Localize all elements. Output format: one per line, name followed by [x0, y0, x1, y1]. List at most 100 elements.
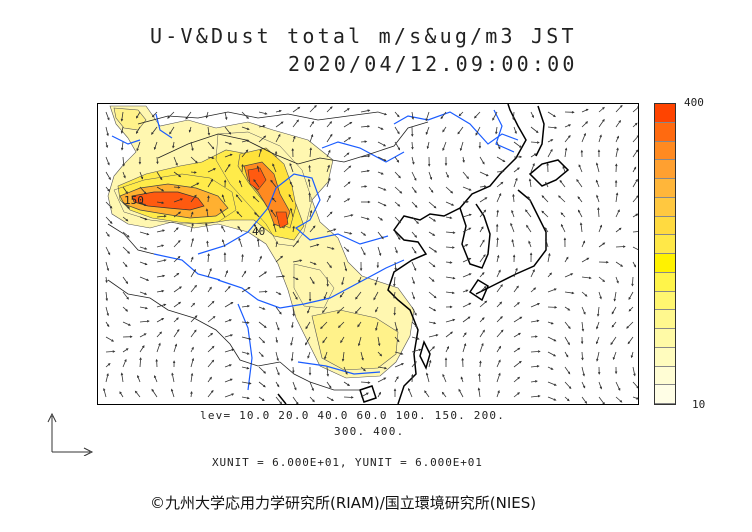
colorbar	[654, 103, 676, 405]
wind-vector	[224, 364, 232, 368]
wind-vector	[513, 392, 520, 398]
wind-vector-head	[559, 179, 563, 183]
wind-vector	[460, 141, 464, 151]
wind-vector-head	[433, 321, 437, 325]
wind-vector-head	[424, 390, 427, 394]
wind-vector-head	[395, 250, 398, 254]
wind-vector-head	[316, 243, 320, 247]
wind-vector	[307, 351, 311, 359]
wind-vector	[241, 139, 249, 143]
wind-vector	[105, 261, 109, 271]
wind-vector-head	[512, 193, 515, 197]
wind-vector-head	[496, 237, 499, 241]
wind-vector-head	[247, 287, 251, 290]
wind-vector	[190, 238, 194, 248]
wind-vector	[411, 276, 415, 284]
wind-vector	[530, 380, 538, 383]
wind-vector	[411, 171, 417, 181]
wind-vector	[219, 209, 226, 218]
wind-vector	[479, 317, 485, 323]
wind-vector-head	[450, 190, 454, 194]
wind-vector	[462, 227, 471, 233]
wind-vector	[139, 216, 147, 220]
wind-vector-head	[622, 245, 626, 248]
wind-vector	[105, 306, 109, 316]
wind-vector-head	[178, 174, 182, 178]
wind-vector-head	[299, 259, 303, 262]
wind-vector-head	[361, 357, 364, 361]
wind-vector	[628, 291, 634, 300]
wind-vector	[190, 373, 193, 383]
wind-vector-head	[411, 134, 414, 137]
wind-vector	[156, 201, 164, 204]
wind-vector-head	[510, 222, 513, 226]
wind-vector	[530, 141, 539, 143]
wind-vector-head	[161, 289, 165, 293]
wind-vector-head	[519, 145, 522, 148]
wind-vector	[258, 321, 267, 328]
wind-vector	[258, 135, 266, 143]
wind-vector-head	[295, 297, 298, 300]
wind-vector-head	[515, 177, 518, 181]
wind-vector	[105, 201, 113, 209]
wind-vector	[360, 170, 370, 173]
wind-vector	[309, 148, 312, 158]
wind-vector	[105, 111, 110, 120]
river-west	[153, 253, 221, 281]
wind-vector	[457, 126, 464, 134]
wind-vector-head	[105, 280, 108, 284]
wind-vector	[322, 336, 328, 343]
wind-vector-head	[170, 388, 174, 392]
wind-vector	[156, 171, 163, 180]
wind-vector-head	[191, 222, 194, 226]
wind-vector-head	[363, 252, 366, 256]
wind-vector-head	[312, 225, 316, 229]
wind-vector-head	[466, 176, 469, 180]
wind-vector-head	[277, 327, 280, 331]
wind-vector-head	[262, 340, 266, 344]
wind-vector	[173, 317, 179, 323]
wind-vector	[428, 186, 434, 193]
wind-vector-head	[322, 340, 325, 344]
wind-vector	[241, 336, 251, 340]
colorbar-segment	[655, 291, 675, 311]
wind-vector-head	[446, 346, 449, 349]
wind-vector-head	[125, 348, 129, 351]
wind-vector	[458, 389, 464, 398]
coastlines	[277, 104, 570, 404]
wind-vector-head	[294, 387, 297, 391]
wind-vector	[427, 141, 430, 149]
wind-vector-head	[323, 296, 327, 300]
wind-vector	[190, 285, 197, 293]
wind-vector	[343, 181, 351, 188]
wind-vector	[428, 276, 435, 282]
wind-vector	[610, 336, 617, 345]
dust-plume	[107, 105, 415, 379]
wind-vector-head	[468, 302, 472, 306]
wind-vector	[224, 349, 234, 353]
wind-vector-head	[305, 326, 308, 330]
wind-vector-head	[383, 158, 387, 162]
wind-vector	[339, 291, 345, 298]
wind-vector	[103, 388, 107, 398]
wind-vector	[173, 156, 178, 166]
wind-vector-head	[151, 132, 154, 135]
coast-honshu	[475, 189, 547, 295]
wind-vector	[289, 181, 294, 188]
wind-vector-head	[185, 116, 188, 120]
wind-vector-head	[514, 131, 517, 135]
wind-vector-head	[549, 272, 552, 276]
wind-vector	[479, 197, 487, 203]
wind-vector	[411, 111, 414, 120]
wind-vector	[564, 396, 570, 401]
wind-vector-head	[412, 161, 415, 165]
wind-vector-head	[263, 325, 267, 329]
wind-vector-head	[205, 115, 209, 119]
wind-vector-head	[374, 282, 377, 286]
wind-vector-head	[567, 371, 571, 375]
wind-vector-head	[151, 388, 154, 392]
wind-vector-head	[636, 386, 638, 389]
wind-vector-head	[463, 343, 467, 346]
wind-vector	[428, 334, 438, 338]
wind-vector-head	[537, 350, 541, 353]
